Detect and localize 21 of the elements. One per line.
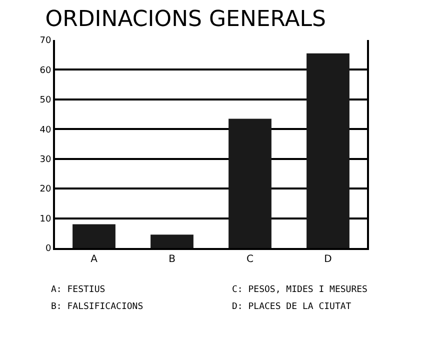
text: D: PLACES DE LA CIUTAT xyxy=(232,302,352,312)
x-tick-label: D xyxy=(324,254,332,265)
x-tick-label: C xyxy=(246,254,254,265)
y-tick-label: 10 xyxy=(40,214,52,224)
bar xyxy=(150,234,194,248)
bar xyxy=(72,224,116,248)
bar xyxy=(228,118,272,248)
chart-title: ORDINACIONS GENERALS xyxy=(45,6,326,32)
text: B: FALSIFICACIONS xyxy=(51,302,144,312)
y-tick-label: 30 xyxy=(40,155,52,166)
text: A: FESTIUS xyxy=(51,285,106,295)
y-tick-label: 40 xyxy=(40,125,52,136)
x-tick-label: B xyxy=(168,254,176,265)
y-tick-label: 70 xyxy=(40,36,52,46)
y-tick-label: 50 xyxy=(40,96,52,106)
bar xyxy=(306,53,350,248)
text: C: PESOS, MIDES I MESURES xyxy=(232,285,368,295)
y-tick-label: 0 xyxy=(45,244,52,254)
y-tick-label: 60 xyxy=(40,66,52,76)
y-tick-label: 20 xyxy=(40,184,52,195)
x-tick-label: A xyxy=(90,254,98,265)
